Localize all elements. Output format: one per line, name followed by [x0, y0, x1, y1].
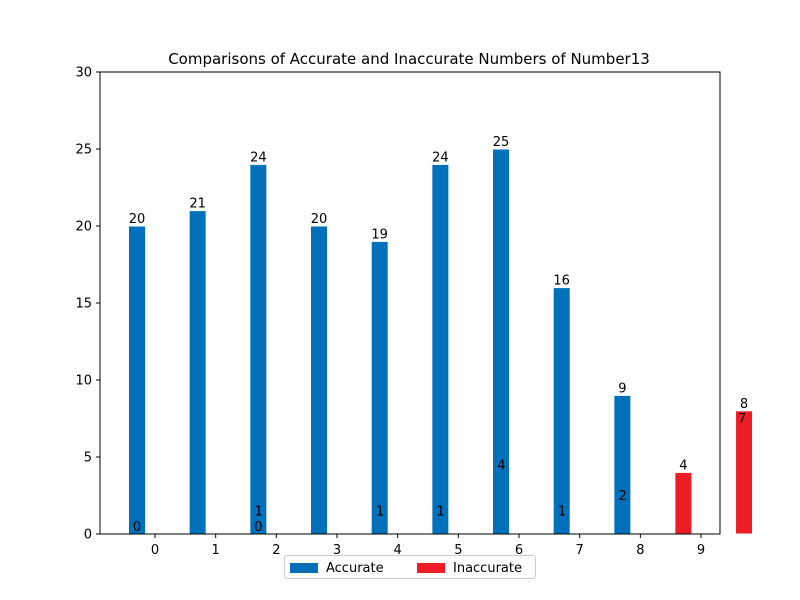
data-label-inaccurate: 0	[133, 520, 141, 535]
data-label-accurate: 24	[432, 150, 449, 165]
x-tick-label: 1	[212, 543, 220, 558]
y-tick-label: 5	[84, 451, 92, 466]
data-label-accurate: 19	[371, 227, 388, 242]
data-label-accurate: 21	[189, 197, 206, 212]
x-tick-label: 5	[454, 543, 462, 558]
y-tick-label: 15	[75, 297, 92, 312]
y-tick-label: 20	[75, 220, 92, 235]
data-label-inaccurate: 8	[740, 397, 748, 412]
bar-accurate	[310, 225, 329, 535]
x-tick-label: 3	[333, 543, 341, 558]
data-label-inaccurate: 1	[376, 505, 384, 520]
bar-accurate	[188, 210, 207, 535]
bar-accurate	[492, 148, 511, 535]
data-label-inaccurate: 4	[497, 458, 505, 473]
bar-accurate	[552, 287, 571, 535]
data-label-extra: 7	[738, 412, 746, 427]
data-label-inaccurate: 1	[437, 505, 445, 520]
x-tick-label: 8	[636, 543, 644, 558]
data-label-inaccurate: 4	[679, 458, 687, 473]
legend: Accurate Inaccurate	[284, 555, 536, 579]
data-label-inaccurate: 2	[619, 489, 627, 504]
chart-title: Comparisons of Accurate and Inaccurate N…	[168, 50, 650, 68]
legend-swatch-inaccurate	[417, 563, 445, 573]
bar-accurate	[431, 163, 450, 535]
x-tick-label: 0	[151, 543, 159, 558]
y-tick-label: 30	[75, 66, 92, 81]
x-tick-label: 9	[697, 543, 705, 558]
legend-item-inaccurate: Inaccurate	[417, 560, 522, 576]
bar-inaccurate	[735, 410, 754, 535]
legend-label-accurate: Accurate	[326, 560, 384, 576]
y-tick-label: 25	[75, 143, 92, 158]
bars-layer	[128, 148, 754, 535]
data-label-accurate: 24	[250, 150, 267, 165]
data-label-inaccurate: 1	[558, 505, 566, 520]
y-tick-label: 0	[84, 528, 92, 543]
data-label-accurate: 25	[493, 135, 510, 150]
bar-inaccurate	[674, 471, 693, 535]
x-axis: 0 1 2 3 4 5 6 7 8 9	[151, 534, 705, 558]
y-tick-label: 10	[75, 374, 92, 389]
bar-accurate	[613, 394, 632, 535]
data-label-accurate: 16	[553, 274, 570, 289]
data-label-accurate: 9	[618, 381, 626, 396]
data-label-inaccurate: 1	[255, 505, 263, 520]
legend-label-inaccurate: Inaccurate	[453, 560, 522, 576]
legend-item-accurate: Accurate	[290, 560, 384, 576]
y-axis: 0 5 10 15 20 25 30	[75, 66, 100, 543]
bar-accurate	[249, 163, 268, 535]
bar-accurate	[128, 225, 146, 535]
x-tick-label: 7	[576, 543, 584, 558]
x-tick-label: 6	[515, 543, 523, 558]
x-tick-label: 4	[394, 543, 402, 558]
data-label-accurate: 20	[129, 212, 146, 227]
bar-accurate	[370, 240, 389, 535]
data-label-accurate: 20	[311, 212, 328, 227]
x-tick-label: 2	[272, 543, 280, 558]
legend-swatch-accurate	[290, 563, 318, 573]
data-label-inaccurate: 0	[254, 520, 262, 535]
